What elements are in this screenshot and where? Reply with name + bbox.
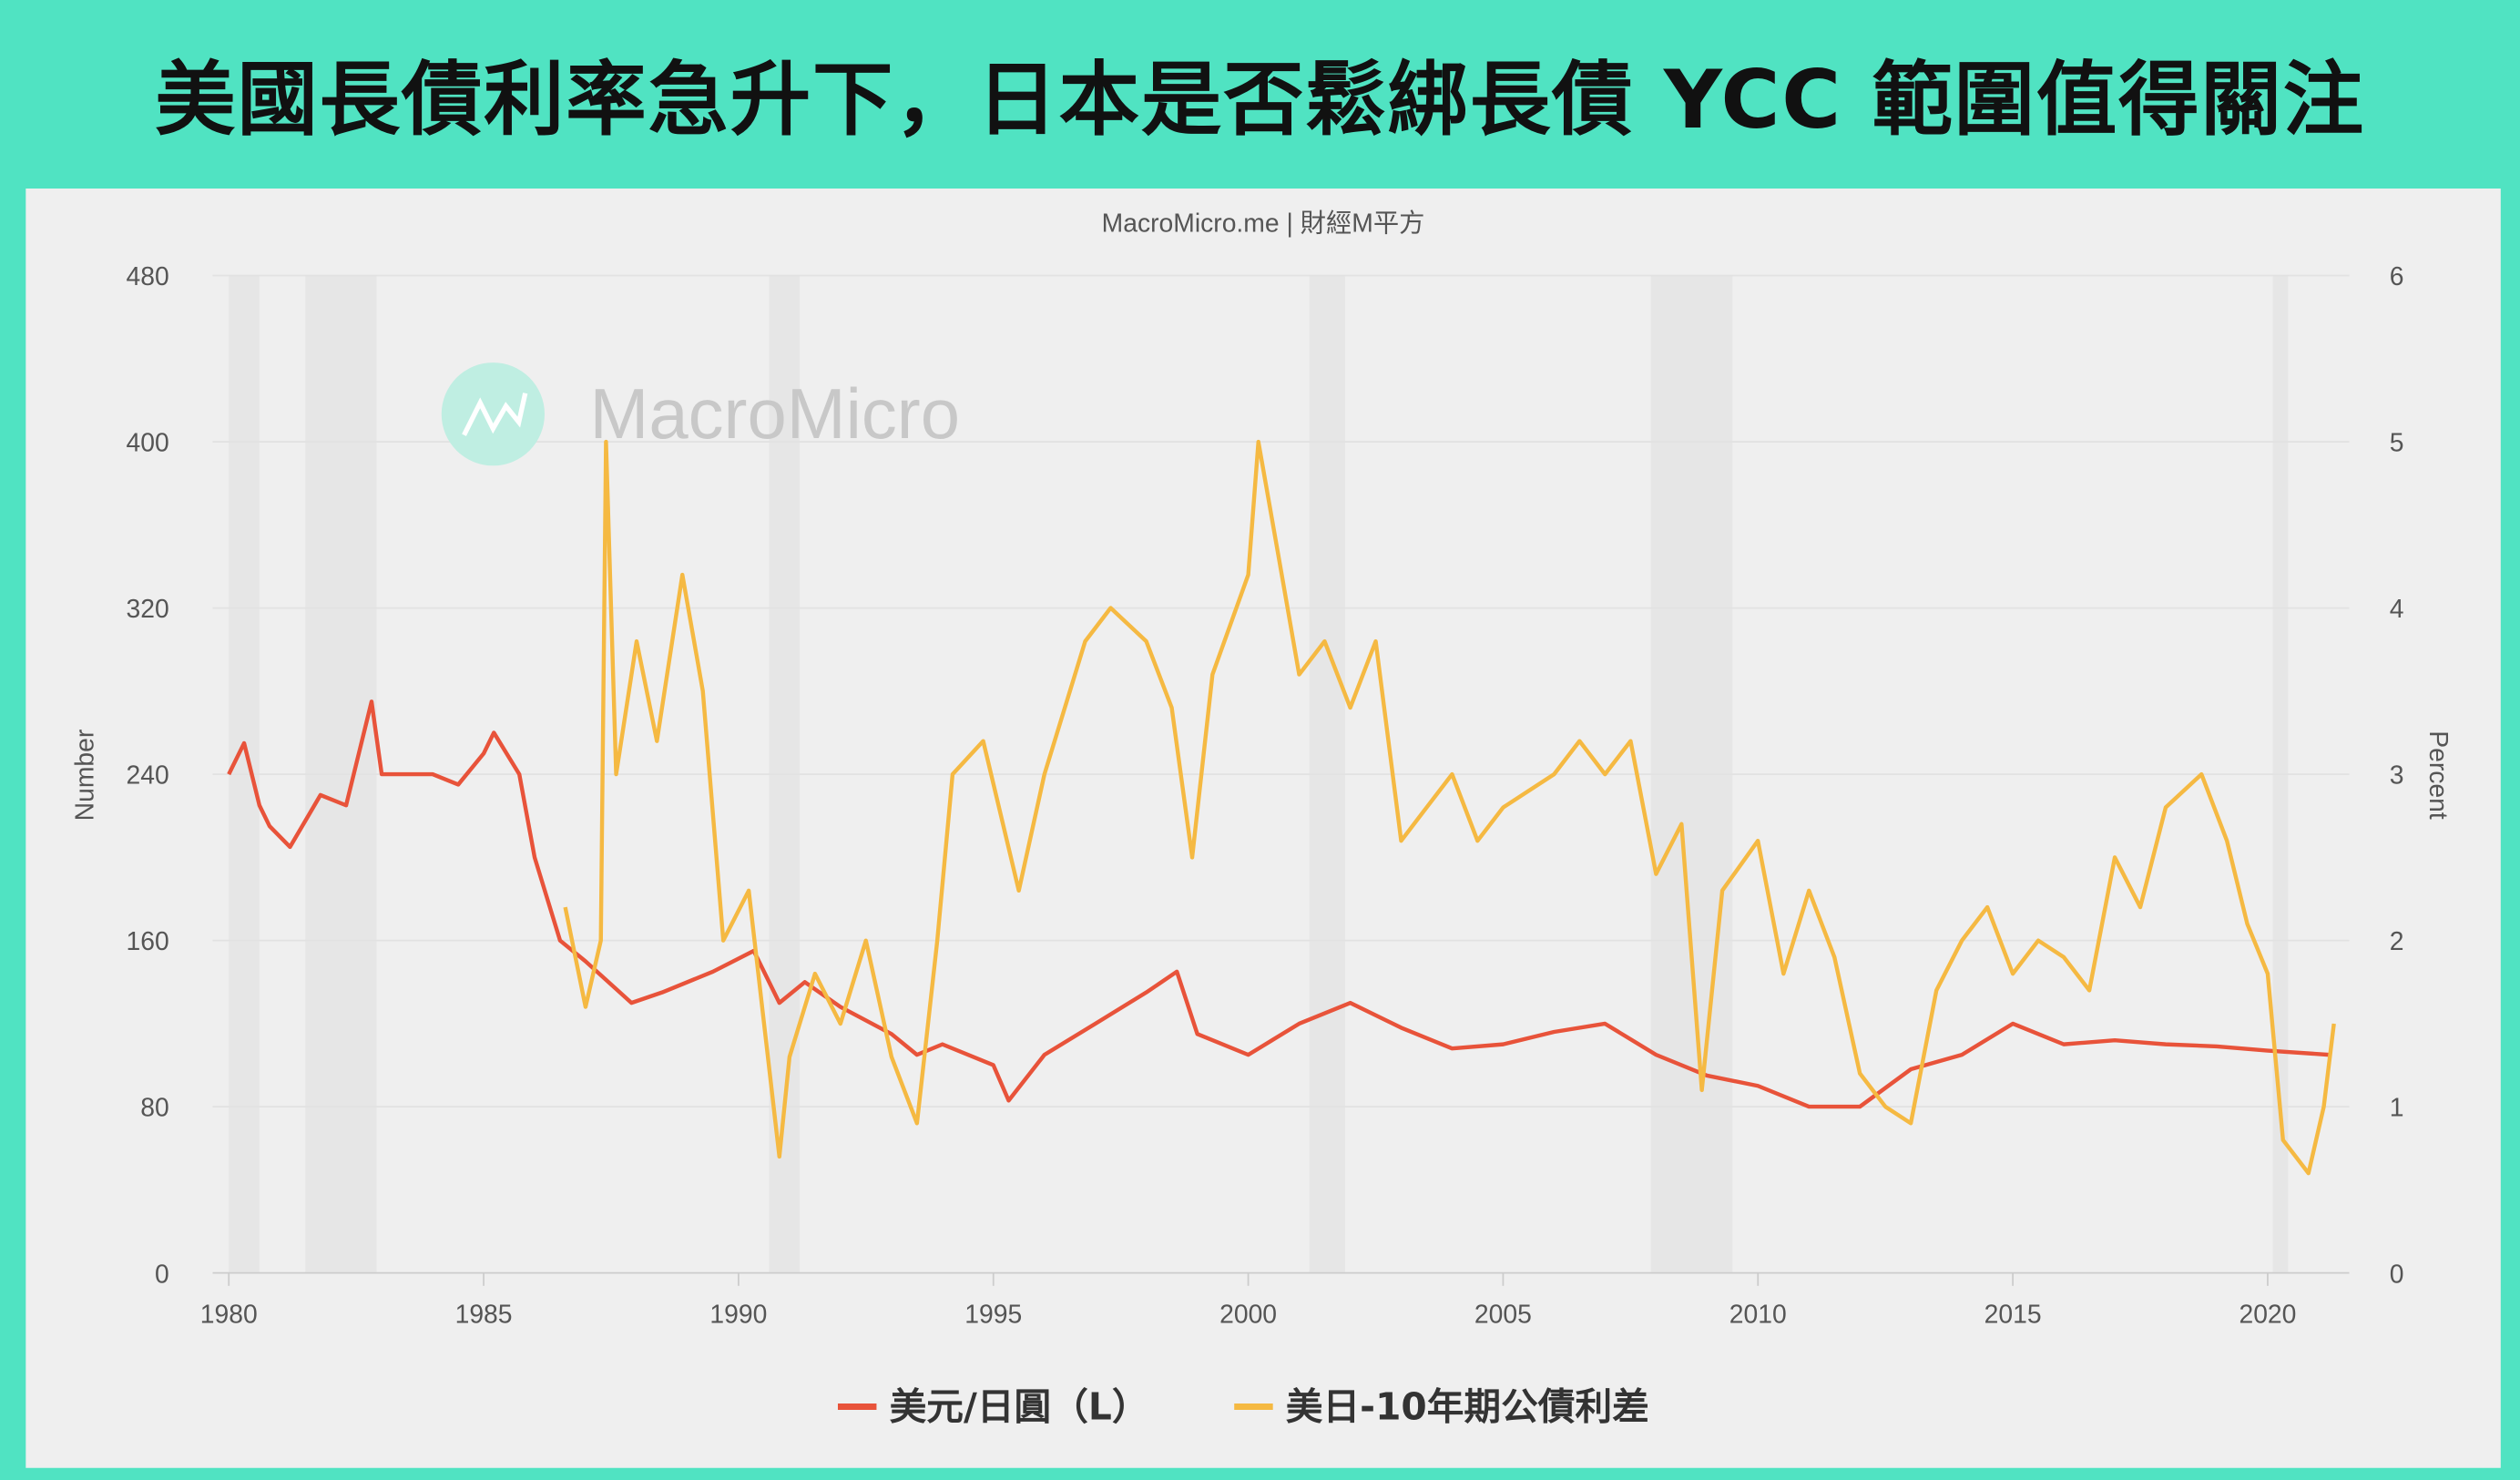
x-tick-label: 1990 xyxy=(709,1300,767,1329)
left-tick-label: 240 xyxy=(127,760,169,790)
logo-icon xyxy=(441,362,545,466)
series-line-1 xyxy=(563,439,2336,1176)
left-axis-label: Number xyxy=(70,730,99,822)
right-tick-label: 4 xyxy=(2390,594,2404,623)
right-tick-label: 0 xyxy=(2390,1259,2404,1288)
left-tick-label: 80 xyxy=(140,1093,168,1122)
logo-chart-icon xyxy=(462,393,528,436)
legend-usdjpy[interactable]: 美元/日圓（L） xyxy=(890,1385,1149,1429)
x-tick-label: 2015 xyxy=(1984,1300,2042,1329)
x-tick-label: 2020 xyxy=(2239,1300,2296,1329)
x-tick-label: 1995 xyxy=(964,1300,1022,1329)
chart-panel xyxy=(26,188,2501,1468)
chart-title: MacroMicro.me | 財經M平方 xyxy=(1102,209,1425,238)
watermark-text: MacroMicro xyxy=(590,375,960,454)
x-tick-label: 2010 xyxy=(1729,1300,1787,1329)
right-tick-label: 6 xyxy=(2390,261,2404,291)
x-tick-label: 1980 xyxy=(200,1300,258,1329)
right-tick-label: 3 xyxy=(2390,760,2404,790)
left-tick-label: 480 xyxy=(127,261,169,291)
right-tick-label: 2 xyxy=(2390,926,2404,955)
legend-spread[interactable]: 美日-10年期公債利差 xyxy=(1286,1385,1649,1429)
legend: 美元/日圓（L） 美日-10年期公債利差 xyxy=(837,1385,1649,1429)
left-tick-label: 400 xyxy=(127,428,169,457)
left-tick-label: 160 xyxy=(127,926,169,955)
series-line-0 xyxy=(227,699,2330,1109)
x-tick-label: 2005 xyxy=(1474,1300,1532,1329)
page-title: 美國長債利率急升下，日本是否鬆綁長債 YCC 範圍值得關注 xyxy=(155,52,2365,147)
left-tick-label: 320 xyxy=(127,594,169,623)
right-tick-label: 1 xyxy=(2390,1093,2404,1122)
right-axis-label: Percent xyxy=(2424,730,2454,820)
x-tick-label: 2000 xyxy=(1219,1300,1277,1329)
left-tick-label: 0 xyxy=(155,1259,169,1288)
macromicro-watermark: MacroMicro xyxy=(441,362,960,466)
x-tick-label: 1985 xyxy=(455,1300,513,1329)
right-tick-label: 5 xyxy=(2390,428,2404,457)
